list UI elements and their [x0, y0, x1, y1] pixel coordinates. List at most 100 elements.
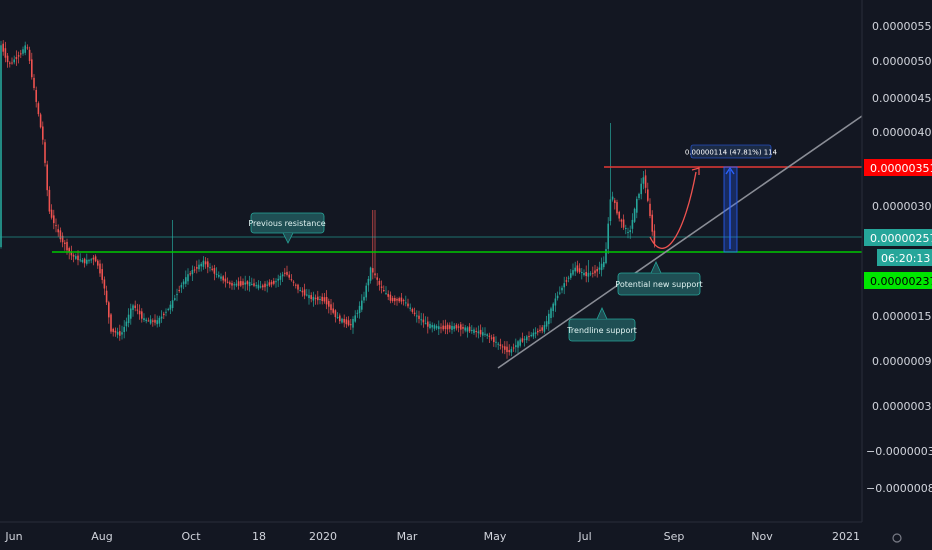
candle-body	[460, 324, 462, 330]
candle-body	[589, 273, 592, 275]
callout-trendline-support-label: Trendline support	[566, 326, 637, 335]
candle-body	[341, 318, 343, 323]
candle-body	[273, 280, 275, 284]
candle-body	[444, 325, 447, 330]
candle-body	[64, 242, 66, 244]
candle-body	[534, 332, 537, 334]
candle-body	[385, 293, 387, 295]
y-tick-label: 0.00000090	[872, 355, 932, 368]
x-tick-label: Aug	[91, 530, 112, 543]
candle-body	[229, 282, 231, 285]
candle-body	[638, 193, 640, 198]
x-tick-label: 18	[252, 530, 266, 543]
candle-body	[363, 296, 365, 301]
x-axis: Jun Aug Oct 18 2020 Mar May Jul Sep Nov …	[4, 530, 860, 543]
y-tick-label: 0.00000450	[872, 92, 932, 105]
projection-curve	[649, 171, 697, 249]
candle-body	[427, 321, 429, 327]
candle-body	[156, 320, 158, 325]
candle-body	[449, 325, 451, 329]
candle-body	[532, 332, 535, 337]
candle-body	[55, 225, 57, 227]
candle-body	[394, 298, 396, 302]
candle-body	[257, 284, 260, 289]
candle-body	[328, 301, 330, 307]
candle-body	[306, 294, 308, 296]
candle-body	[119, 331, 121, 336]
candle-body	[44, 142, 46, 163]
candle-body	[350, 324, 352, 326]
candle-body	[431, 325, 433, 328]
candle-body	[374, 273, 376, 276]
candle-body	[644, 175, 647, 188]
candle-body	[246, 281, 249, 285]
candle-body	[112, 328, 114, 332]
candle-body	[383, 290, 385, 291]
callout-potential-new-support: Potential new support	[615, 261, 703, 296]
candle-body	[440, 327, 442, 329]
y-tick-label: −0.00000030	[866, 445, 932, 458]
candle-body	[508, 350, 510, 353]
candle-body	[132, 305, 134, 310]
candle-body	[57, 229, 59, 233]
candle-body	[185, 277, 187, 284]
x-tick-label: Jun	[4, 530, 22, 543]
axis-settings-icon[interactable]	[892, 533, 902, 543]
candle-body	[312, 296, 315, 301]
candle-body	[270, 281, 273, 285]
candle-body	[499, 344, 502, 346]
candle-body	[279, 275, 282, 280]
candle-body	[145, 319, 147, 322]
candle-body	[647, 189, 649, 201]
candle-body	[592, 272, 594, 274]
candle-body	[541, 327, 543, 331]
candle-body	[620, 219, 623, 222]
candle-body	[631, 219, 634, 229]
candle-body	[537, 330, 539, 333]
candle-body	[290, 279, 293, 281]
candle-body	[211, 268, 213, 270]
candle-body	[215, 273, 218, 275]
candle-body	[411, 309, 414, 312]
candle-body	[288, 274, 290, 278]
candle-body	[596, 269, 598, 272]
candle-body	[396, 299, 398, 301]
candle-body	[486, 334, 488, 336]
y-tick-label: 0.00000030	[872, 400, 932, 413]
candle-body	[198, 264, 200, 270]
candle-body	[475, 331, 477, 332]
x-tick-label: May	[484, 530, 507, 543]
badge-countdown: 06:20:13	[877, 249, 932, 266]
candle-body	[405, 302, 407, 304]
measure-arrowhead	[725, 166, 735, 175]
candle-body	[169, 304, 172, 310]
callout-previous-resistance: Previous resistance	[248, 212, 326, 244]
candle-body	[550, 308, 552, 318]
badge-resistance-label: 0.00000351	[870, 162, 932, 175]
candle-body	[563, 283, 565, 288]
candle-body	[598, 267, 601, 270]
candle-body	[46, 164, 48, 191]
candle-body	[317, 296, 319, 301]
candle-body	[116, 331, 119, 335]
candle-body	[310, 295, 312, 299]
candle-body	[123, 326, 125, 332]
candle-body	[176, 294, 178, 296]
candle-body	[9, 62, 11, 64]
candle-body	[572, 270, 574, 275]
x-tick-label: Sep	[664, 530, 685, 543]
candle-body	[435, 326, 438, 329]
candle-body	[224, 278, 227, 282]
candle-body	[149, 319, 152, 324]
candle-body	[332, 308, 334, 313]
badge-resistance-price: 0.00000351	[864, 159, 932, 176]
candle-body	[429, 323, 431, 329]
candle-body	[433, 325, 436, 329]
x-tick-label: Mar	[397, 530, 418, 543]
candle-body	[125, 321, 128, 327]
candle-body	[222, 276, 224, 281]
candle-body	[642, 177, 645, 184]
candle-body	[325, 297, 328, 305]
candle-body	[92, 257, 95, 260]
